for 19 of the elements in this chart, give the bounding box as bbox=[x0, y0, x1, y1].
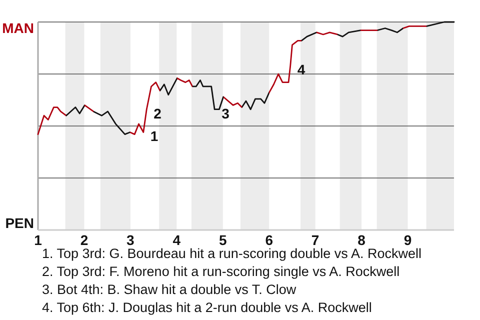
x-tick-label: 4 bbox=[172, 232, 181, 248]
x-tick-label: 3 bbox=[126, 232, 135, 248]
x-tick-label: 2 bbox=[80, 232, 88, 248]
annotation: 4 bbox=[297, 62, 306, 78]
text: PEN bbox=[5, 215, 34, 231]
x-tick-label: 7 bbox=[311, 232, 320, 248]
x-tick-label: 9 bbox=[404, 232, 412, 248]
annotation: 1 bbox=[150, 128, 158, 144]
x-tick-label: 1 bbox=[34, 232, 42, 248]
x-tick-label: 8 bbox=[358, 232, 366, 248]
text: 2. Top 3rd: F. Moreno hit a run-scoring single vs A. Rockwell bbox=[42, 264, 400, 279]
annotation: 3 bbox=[222, 105, 230, 122]
x-tick-label: 6 bbox=[265, 232, 274, 248]
text: 4. Top 6th: J. Douglas hit a 2-run double vs A. Rockwell bbox=[42, 300, 372, 315]
x-tick-label: 5 bbox=[218, 232, 227, 248]
text: MAN bbox=[2, 20, 34, 36]
text: 3. Bot 4th: B. Shaw hit a double vs T. Clow bbox=[42, 282, 296, 297]
annotation: 2 bbox=[154, 105, 162, 122]
text: 1. Top 3rd: G. Bourdeau hit a run-scoring double vs A. Rockwell bbox=[42, 246, 422, 261]
